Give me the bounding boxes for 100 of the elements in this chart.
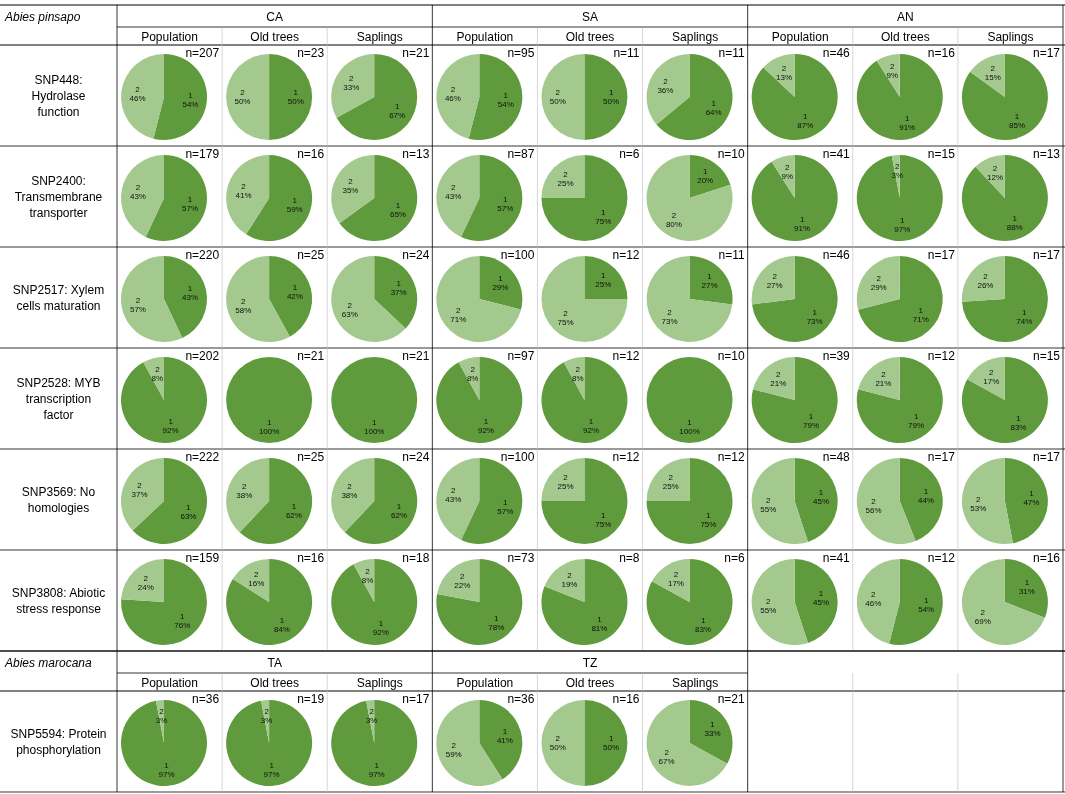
text: n=15	[927, 147, 956, 161]
text: n=41	[822, 551, 851, 565]
text: n=12	[717, 450, 745, 464]
category-label: 2	[450, 84, 456, 94]
text: n=100	[500, 450, 535, 464]
text: n=16	[1032, 551, 1061, 565]
category-label: 2	[347, 300, 352, 310]
category-label: 2	[563, 308, 568, 318]
text: n=6	[619, 147, 640, 161]
data-label: 16%	[248, 578, 265, 588]
data-label: 75%	[595, 216, 612, 226]
category-label: 1	[913, 412, 919, 422]
data-label: 65%	[389, 210, 406, 220]
text: n=12	[927, 349, 956, 363]
category-label: 1	[1012, 213, 1017, 223]
data-label: 97%	[263, 769, 280, 779]
data-label: 75%	[700, 519, 717, 529]
slice-label: 1	[164, 760, 170, 770]
category-label: 1	[923, 487, 929, 496]
text: n=17	[927, 450, 956, 464]
text: n=222	[185, 450, 220, 464]
data-label: 46%	[129, 93, 146, 103]
data-label: 35%	[342, 185, 359, 195]
text: n=21	[297, 349, 325, 363]
category-label: 2	[772, 272, 777, 282]
category-label: Saplings	[987, 30, 1034, 44]
category-label: Saplings	[356, 30, 403, 44]
data-label: 9%	[886, 71, 899, 81]
data-label: 57%	[129, 304, 146, 314]
data-label: 97%	[894, 224, 911, 234]
category-label: Old trees	[250, 676, 300, 690]
category-label: 2	[254, 569, 259, 579]
text: n=25	[297, 450, 325, 464]
category-label: 2	[555, 88, 561, 97]
data-label: 33%	[704, 729, 721, 739]
category-label: 2	[451, 183, 456, 193]
text: n=17	[1032, 46, 1061, 60]
text: n=10	[717, 349, 745, 363]
category-label: 2	[460, 572, 465, 582]
slice-label: 1	[187, 194, 193, 204]
text: n=11	[613, 46, 640, 60]
category-label: 1	[601, 207, 606, 217]
data-label: 43%	[129, 192, 146, 202]
data-label: 17%	[983, 377, 1000, 387]
category-label: 1	[597, 615, 602, 625]
data-label: 67%	[389, 110, 406, 120]
category-label: SNP2528: MYB transcription factor	[16, 375, 101, 422]
data-label: 74%	[1016, 317, 1033, 327]
category-label: 2	[241, 181, 246, 191]
category-label: 1	[808, 412, 814, 422]
data-label: 79%	[908, 421, 925, 431]
text: n=6	[724, 551, 745, 565]
data-label: 50%	[549, 743, 566, 752]
category-label: 1	[711, 99, 716, 109]
data-label: 8%	[361, 576, 374, 586]
text: n=21	[717, 692, 745, 706]
category-label: Saplings	[672, 676, 719, 690]
data-label: 53%	[970, 503, 987, 513]
data-label: 46%	[444, 93, 461, 103]
category-label: 2	[470, 365, 475, 375]
text: n=19	[297, 692, 325, 706]
data-label: 50%	[603, 97, 620, 106]
text: n=11	[718, 46, 745, 60]
data-label: 97%	[158, 769, 175, 779]
text: n=12	[612, 349, 640, 363]
category-label: 1	[494, 613, 499, 623]
data-label: 85%	[1008, 120, 1025, 130]
data-label: 55%	[760, 606, 777, 616]
data-label: 100%	[363, 426, 385, 436]
category-label: 1	[601, 510, 606, 520]
category-label: 2	[451, 741, 456, 751]
category-label: 1	[291, 501, 297, 511]
text: n=46	[822, 248, 851, 262]
data-label: 64%	[705, 108, 722, 118]
category-label: Old trees	[565, 30, 615, 44]
data-label: 41%	[496, 735, 513, 745]
category-label: 1	[799, 214, 805, 224]
text: n=16	[927, 46, 956, 60]
data-label: 91%	[899, 122, 916, 132]
category-label: 1	[372, 417, 377, 427]
text: n=17	[1032, 248, 1061, 262]
data-label: 38%	[341, 491, 358, 501]
category-label: 2	[664, 747, 669, 757]
category-label: SNP5594: Protein phosphorylation	[10, 726, 107, 757]
data-label: 100%	[258, 426, 280, 436]
slice-label: 2	[159, 707, 165, 717]
data-label: 21%	[770, 378, 787, 388]
slice-label: 1	[180, 612, 186, 622]
category-label: Population	[141, 676, 198, 690]
data-label: 50%	[234, 97, 251, 106]
data-label: 25%	[595, 280, 612, 290]
data-label: 38%	[236, 491, 253, 501]
data-label: 25%	[557, 482, 574, 492]
data-label: 54%	[182, 100, 199, 110]
text: n=16	[297, 147, 325, 161]
data-label: 84%	[273, 625, 290, 635]
data-label: 59%	[445, 750, 462, 760]
data-label: 62%	[285, 510, 302, 520]
category-label: 1	[818, 487, 824, 497]
data-label: 17%	[667, 579, 684, 589]
